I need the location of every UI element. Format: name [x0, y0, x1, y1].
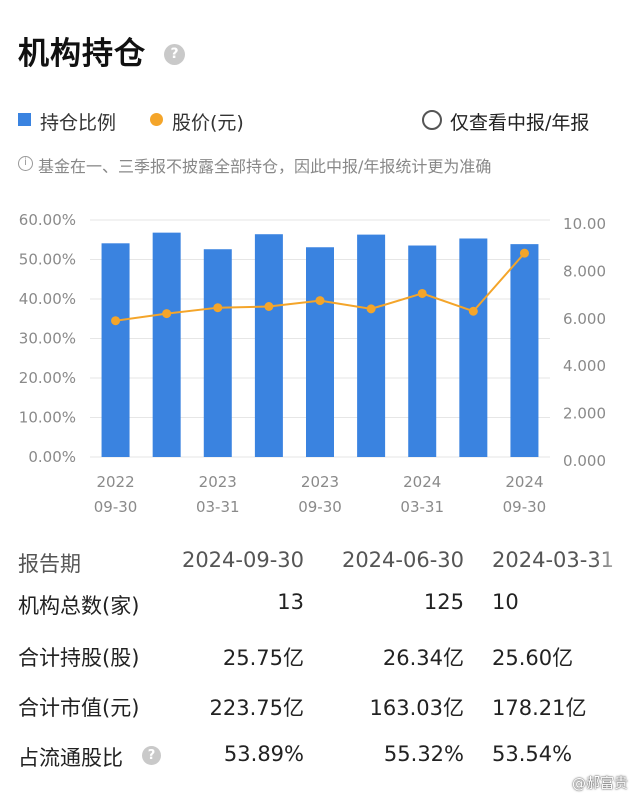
semiannual-only-radio[interactable] — [422, 110, 442, 130]
legend-label: 持仓比例 — [40, 112, 117, 134]
y-left-tick-label: 20.00% — [19, 369, 76, 387]
x-tick-date: 03-31 — [400, 498, 444, 516]
table-scroll-fade — [594, 540, 640, 805]
table-row: 合计持股(股) 25.75亿 26.34亿 25.60亿 — [0, 642, 640, 682]
price-point — [366, 304, 376, 314]
x-tick-year: 2023 — [199, 473, 237, 491]
chart-bar — [510, 244, 539, 457]
legend-label: 股价(元) — [172, 112, 244, 134]
semiannual-only-label[interactable]: 仅查看中报/年报 — [450, 112, 590, 134]
chart-bar — [152, 232, 181, 457]
x-tick-year: 2024 — [403, 473, 441, 491]
header-label: 报告期 — [18, 552, 81, 576]
x-tick-year: 2022 — [96, 473, 134, 491]
y-left-tick-label: 0.00% — [28, 448, 76, 466]
y-right-tick-label: 8.000 — [563, 262, 606, 280]
table-row: 占流通股比? 53.89% 55.32% 53.54% — [0, 742, 640, 782]
legend-dot-swatch — [150, 113, 163, 126]
legend-bar-swatch — [18, 113, 31, 126]
period-header[interactable]: 2024-06-30 — [341, 548, 464, 572]
chart-bar — [254, 234, 283, 457]
x-tick-date: 09-30 — [503, 498, 547, 516]
row-label: 占流通股比 — [18, 746, 123, 770]
y-left-tick-label: 60.00% — [19, 211, 76, 229]
price-point — [468, 306, 478, 316]
table-cell: 10 — [492, 590, 519, 614]
help-icon[interactable]: ? — [142, 746, 161, 765]
y-right-tick-label: 6.000 — [563, 310, 606, 328]
table-cell: 25.60亿 — [492, 646, 574, 670]
watermark: @郝富贵 — [572, 776, 628, 792]
period-header[interactable]: 2024-03-31 — [492, 548, 615, 572]
table-cell: 163.03亿 — [369, 696, 464, 720]
table-cell: 25.75亿 — [222, 646, 304, 670]
x-tick-date: 03-31 — [196, 498, 240, 516]
row-label: 机构总数(家) — [18, 594, 140, 618]
table-row: 机构总数(家) 13 125 10 — [0, 590, 640, 630]
y-right-tick-label: 4.000 — [563, 357, 606, 375]
disclosure-note: 基金在一、三季报不披露全部持仓，因此中报/年报统计更为准确 — [38, 157, 492, 176]
table-row: 合计市值(元) 223.75亿 163.03亿 178.21亿 — [0, 692, 640, 732]
price-point — [264, 302, 274, 312]
table-cell: 178.21亿 — [492, 696, 587, 720]
page-title: 机构持仓 — [18, 36, 146, 72]
chart-bar — [357, 234, 386, 457]
y-right-tick-label: 2.000 — [563, 405, 606, 423]
x-tick-date: 09-30 — [298, 498, 342, 516]
x-tick-year: 2024 — [505, 473, 543, 491]
chart-bar — [459, 238, 488, 457]
chart-bar — [101, 243, 130, 457]
y-right-tick-label: 0.000 — [563, 452, 606, 470]
x-tick-date: 09-30 — [94, 498, 138, 516]
price-point — [519, 248, 529, 258]
period-header[interactable]: 2024-09-30 — [181, 548, 304, 572]
table-cell: 55.32% — [383, 742, 464, 766]
y-right-tick-label: 10.00 — [563, 215, 606, 233]
price-point — [162, 309, 172, 319]
table-header-row: 报告期 2024-09-30 2024-06-30 2024-03-31 — [0, 548, 640, 588]
table-cell: 223.75亿 — [209, 696, 304, 720]
y-left-tick-label: 50.00% — [19, 251, 76, 269]
y-left-tick-label: 30.00% — [19, 330, 76, 348]
table-cell: 26.34亿 — [382, 646, 464, 670]
table-cell: 53.89% — [223, 742, 304, 766]
y-left-tick-label: 10.00% — [19, 409, 76, 427]
price-point — [315, 296, 325, 306]
chart-bar — [306, 247, 334, 457]
y-left-tick-label: 40.00% — [19, 290, 76, 308]
price-point — [417, 288, 427, 298]
table-cell: 125 — [423, 590, 464, 614]
price-point — [213, 303, 223, 313]
table-cell: 53.54% — [492, 742, 573, 766]
help-icon[interactable]: ? — [164, 44, 185, 65]
chart-bar — [408, 245, 437, 457]
chart-bar — [203, 249, 232, 457]
x-tick-year: 2023 — [301, 473, 339, 491]
row-label: 合计持股(股) — [18, 646, 140, 670]
row-label: 合计市值(元) — [18, 696, 140, 720]
price-point — [111, 316, 121, 326]
info-icon: i — [18, 156, 33, 171]
holdings-chart: 60.00% 50.00% 40.00% 30.00% 20.00% 10.00% 0.00… — [19, 211, 606, 516]
table-cell: 13 — [277, 590, 304, 614]
